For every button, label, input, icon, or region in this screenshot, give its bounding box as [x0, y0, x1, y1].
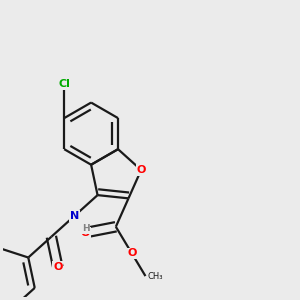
Text: Cl: Cl — [58, 79, 70, 89]
Text: O: O — [136, 165, 146, 175]
Text: H: H — [82, 224, 90, 233]
Text: N: N — [70, 211, 79, 221]
Text: O: O — [53, 262, 62, 272]
Text: O: O — [127, 248, 136, 258]
Text: O: O — [81, 228, 90, 238]
Text: CH₃: CH₃ — [147, 272, 163, 280]
